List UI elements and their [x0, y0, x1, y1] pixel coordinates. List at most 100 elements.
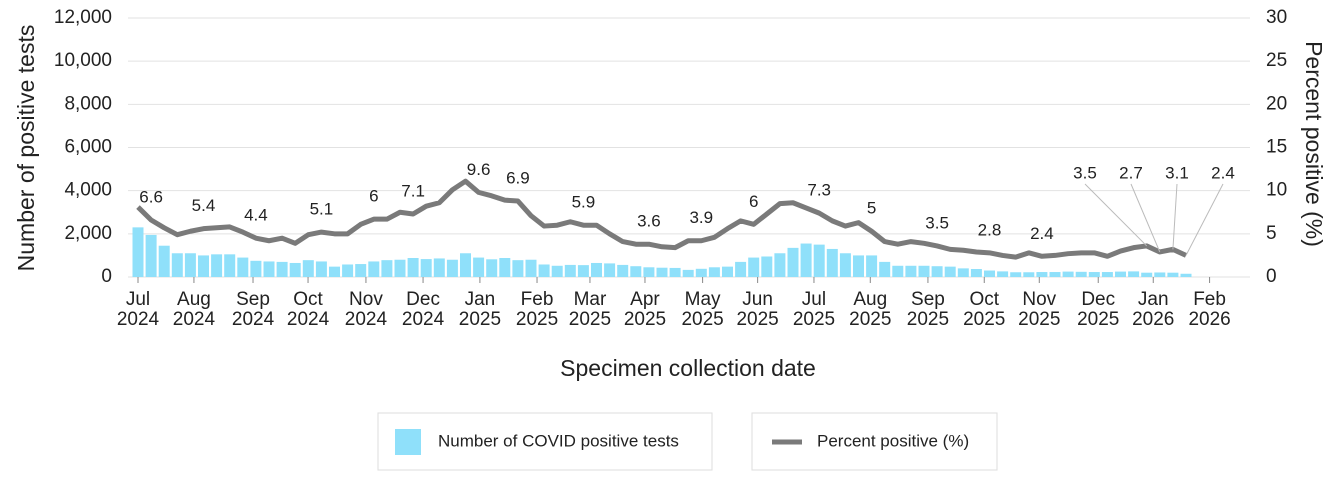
- legend-box: [377, 412, 713, 471]
- legend-label: Percent positive (%): [817, 431, 969, 450]
- bar: [944, 266, 956, 277]
- bar: [905, 265, 917, 277]
- bar: [1088, 272, 1100, 277]
- bar: [1154, 272, 1166, 277]
- annotation: 6: [749, 192, 758, 211]
- bar: [381, 260, 393, 277]
- bar: [853, 255, 864, 277]
- bar: [643, 267, 655, 277]
- callout: 3.5: [1073, 163, 1097, 182]
- x-tick-label: Jul 2024: [117, 289, 160, 330]
- bar: [1128, 271, 1140, 277]
- x-tick-label: Sep 2024: [232, 289, 275, 330]
- bar: [879, 261, 891, 277]
- bar: [499, 258, 511, 277]
- bar: [997, 271, 1009, 277]
- y-axis-title: Number of positive tests: [13, 25, 39, 272]
- bar: [407, 258, 419, 277]
- y-tick-label: 4,000: [64, 180, 112, 201]
- y2-tick-label: 15: [1266, 137, 1287, 158]
- bar: [577, 265, 589, 277]
- bar: [329, 266, 340, 277]
- x-tick-label: Aug 2025: [849, 289, 891, 330]
- y-tick-label: 12,000: [54, 7, 112, 28]
- bar: [735, 261, 747, 277]
- legend-swatch: [395, 429, 421, 455]
- bar: [473, 257, 485, 277]
- annotation: 3.9: [689, 208, 713, 227]
- bar: [460, 253, 471, 277]
- bar: [669, 267, 681, 277]
- bar: [682, 269, 694, 277]
- bar: [984, 270, 995, 277]
- y2-axis-title: Percent positive (%): [1301, 41, 1327, 247]
- bar: [433, 258, 445, 277]
- annotation: 2.4: [1030, 224, 1054, 243]
- x-tick-label: Nov 2025: [1018, 289, 1060, 330]
- bar: [564, 264, 576, 277]
- annotation: 6: [369, 187, 378, 206]
- bar: [630, 266, 642, 277]
- bar: [250, 260, 262, 277]
- callout: 3.1: [1165, 163, 1189, 182]
- y2-tick-label: 30: [1266, 7, 1287, 28]
- bar: [826, 248, 838, 277]
- annotation: 5.1: [310, 200, 334, 219]
- callout-leader: [1130, 183, 1161, 253]
- annotation: 5.4: [192, 196, 216, 215]
- legend-label: Number of COVID positive tests: [438, 431, 679, 450]
- annotation: 3.5: [925, 213, 949, 232]
- y2-tick-label: 10: [1266, 180, 1287, 201]
- bar: [1167, 272, 1179, 277]
- bar: [551, 265, 563, 277]
- y2-tick-label: 5: [1266, 223, 1277, 244]
- y2-tick-label: 0: [1266, 266, 1277, 287]
- bar: [1036, 272, 1048, 277]
- bar: [184, 253, 196, 277]
- callout-leader: [1185, 183, 1224, 256]
- x-tick-label: Feb 2025: [516, 289, 558, 330]
- bar: [355, 264, 367, 277]
- bar: [774, 253, 786, 277]
- callout-leader: [1172, 183, 1178, 250]
- callout-leader: [1084, 183, 1148, 247]
- bar: [839, 253, 851, 277]
- bar: [276, 261, 288, 277]
- y-tick-label: 8,000: [64, 93, 112, 114]
- annotation: 6.6: [139, 188, 163, 207]
- x-tick-label: Dec 2024: [402, 289, 445, 330]
- bar: [931, 266, 943, 277]
- bar: [617, 264, 629, 277]
- bar: [800, 243, 812, 277]
- x-tick-label: Sep 2025: [907, 289, 949, 330]
- bar: [198, 255, 209, 277]
- annotation: 7.1: [401, 181, 425, 200]
- annotation: 4.4: [244, 206, 268, 225]
- x-tick-label: Jan 2026: [1132, 289, 1174, 330]
- bar: [446, 259, 458, 277]
- bar: [1075, 271, 1087, 277]
- x-tick-label: Feb 2026: [1188, 289, 1230, 330]
- bar: [970, 269, 982, 277]
- y-tick-label: 10,000: [54, 50, 112, 71]
- bar: [1010, 272, 1022, 277]
- bar: [695, 268, 707, 277]
- x-axis-title: Specimen collection date: [560, 355, 816, 381]
- bar: [394, 259, 406, 277]
- y2-tick-label: 25: [1266, 50, 1287, 71]
- bar: [237, 257, 249, 277]
- bar: [289, 262, 301, 277]
- bar: [211, 254, 223, 277]
- annotation: 5: [867, 199, 876, 218]
- y-tick-label: 6,000: [64, 137, 112, 158]
- x-tick-label: Mar 2025: [569, 289, 611, 330]
- y-tick-label: 0: [101, 266, 112, 287]
- bar: [224, 254, 236, 277]
- bar: [918, 265, 930, 277]
- y-tick-label: 2,000: [64, 223, 112, 244]
- bar: [512, 260, 524, 277]
- bar: [486, 259, 498, 277]
- bar: [132, 227, 144, 277]
- bar: [342, 264, 354, 277]
